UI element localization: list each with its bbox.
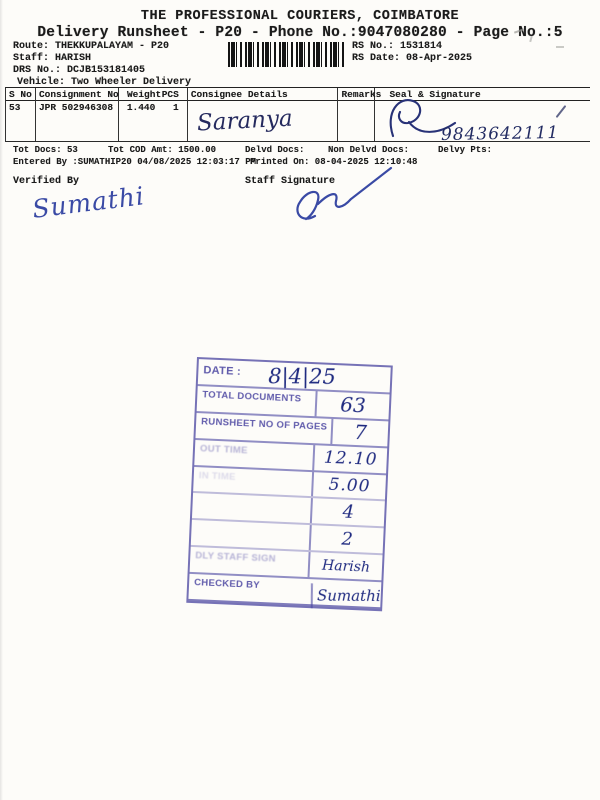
header-seal-signature: Seal & Signature — [389, 88, 481, 100]
rs-no-line: RS No.: 1531814 — [352, 41, 443, 52]
scan-smudge-icon — [556, 46, 564, 48]
header-weight-pcs: Weight PCS — [119, 87, 188, 101]
stamp-out-time-label: OUT TIME — [199, 442, 249, 456]
header-s-no: S No — [6, 87, 36, 101]
table-header-row: S No Consignment No Weight PCS Consignee… — [6, 87, 590, 101]
cell-weight: 1.440 — [126, 102, 156, 113]
tot-cod-amt: Tot COD Amt: 1500.00 — [108, 145, 217, 155]
stamp-date-label: DATE : — [203, 364, 242, 378]
company-title: THE PROFESSIONAL COURIERS, COIMBATORE — [140, 9, 460, 24]
stamp-total-documents-value: 63 — [314, 391, 390, 420]
handwritten-consignee-name: Saranya — [196, 105, 294, 137]
printed-on-line: Printed On: 08-04-2025 12:10:48 — [250, 157, 418, 167]
stamp-in-time-value: 5.00 — [311, 471, 387, 500]
header-consignment-no: Consignment No — [36, 87, 119, 101]
vehicle-line: Vehicle: Two Wheeler Delivery — [17, 77, 192, 88]
stamp-date-value: 8|4|25 — [268, 364, 336, 390]
stamp-runsheet-pages-value: 7 — [330, 418, 389, 447]
rubber-stamp: DATE : 8|4|25 TOTAL DOCUMENTS 63 RUNSHEE… — [186, 357, 393, 612]
entered-by-line: Entered By :SUMATHIP20 04/08/2025 12:03:… — [13, 157, 257, 167]
cell-consignment-no: JPR 502946308 — [36, 101, 119, 141]
cell-pcs: 1 — [173, 102, 179, 113]
verified-by-label: Verified By — [13, 176, 80, 187]
table-row: 53 JPR 502946308 1.440 1 — [6, 101, 590, 141]
handwritten-seal-phone: 9843642111 — [440, 122, 560, 146]
rs-date-line: RS Date: 08-Apr-2025 — [352, 53, 473, 64]
stamp-dly-staff-sign-label: DLY STAFF SIGN — [195, 550, 277, 565]
stamp-runsheet-pages-label: RUNSHEET NO OF PAGES — [200, 416, 328, 433]
drs-no-line: DRS No.: DCJB153181405 — [13, 65, 146, 76]
delvy-pts: Delvy Pts: — [438, 145, 493, 155]
stamp-checked-by-label: CHECKED BY — [193, 577, 261, 592]
delvd-docs: Delvd Docs: — [245, 145, 305, 155]
tot-docs: Tot Docs: 53 — [13, 145, 78, 155]
cell-weight-pcs: 1.440 1 — [119, 101, 188, 141]
route-line: Route: THEKKUPALAYAM - P20 — [13, 41, 170, 52]
non-delvd-docs: Non Delvd Docs: — [328, 145, 410, 155]
handwritten-verified-by-signature: Sumathi — [30, 181, 147, 224]
staff-line: Staff: HARISH — [13, 53, 92, 64]
cell-s-no: 53 — [6, 101, 36, 141]
scan-edge-shadow — [0, 0, 3, 800]
stamp-blank-2-label — [191, 520, 310, 550]
staff-signature-scribble — [296, 166, 393, 221]
cell-consignee — [188, 101, 339, 141]
staff-signature-label: Staff Signature — [245, 176, 336, 187]
cell-remarks — [338, 101, 376, 141]
consignment-table: S No Consignment No Weight PCS Consignee… — [5, 87, 590, 142]
stamp-checked-by-value: Sumathi — [310, 583, 385, 610]
stamp-out-time-value: 12.10 — [312, 444, 388, 473]
seal-signature-scribble — [389, 99, 457, 138]
barcode-icon — [228, 42, 345, 67]
stamp-blank-1-value: 4 — [309, 498, 385, 527]
stamp-total-documents-label: TOTAL DOCUMENTS — [202, 389, 302, 405]
stamp-blank-2-value: 2 — [308, 525, 384, 554]
header-weight: Weight — [126, 88, 162, 100]
header-consignee: Consignee Details — [188, 87, 339, 101]
runsheet-subtitle: Delivery Runsheet - P20 - Phone No.:9047… — [37, 25, 563, 41]
stamp-in-time-label: IN TIME — [198, 469, 236, 483]
header-remarks: Remarks — [338, 87, 381, 101]
header-pcs: PCS — [161, 88, 179, 100]
stamp-blank-1-label — [192, 493, 311, 523]
stamp-dly-staff-sign-value: Harish — [307, 552, 383, 581]
